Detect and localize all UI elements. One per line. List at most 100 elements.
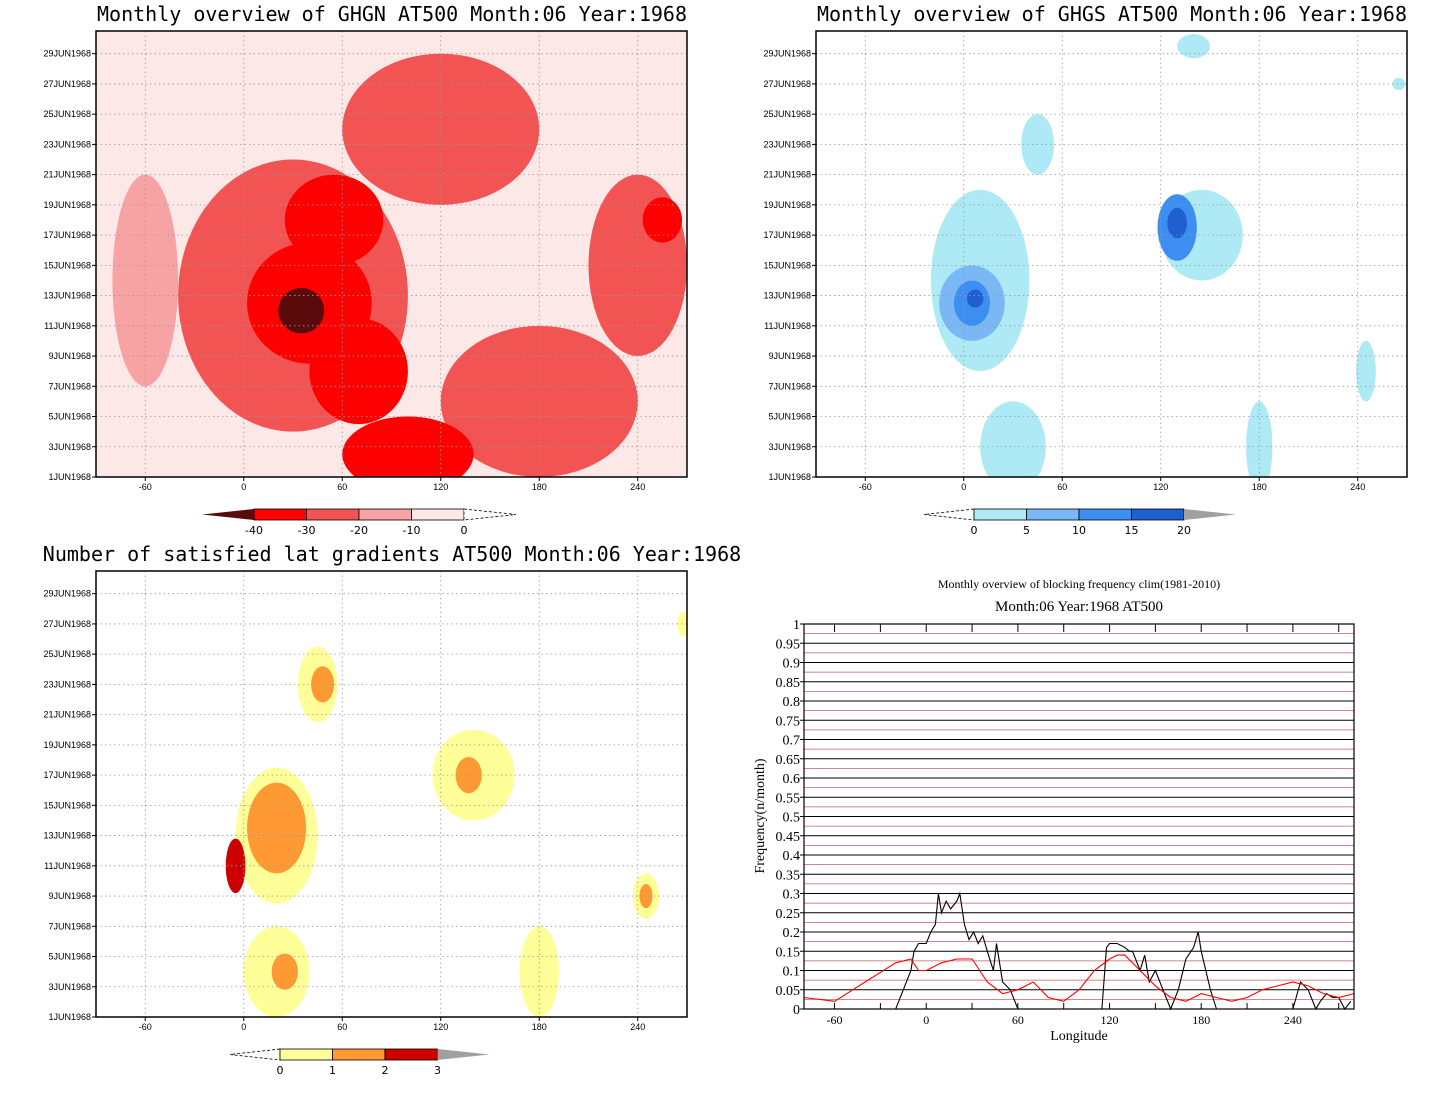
ghgn-colorbar-label: -40 [245,524,263,537]
ghgn-contour-blob [112,174,179,387]
ghgs-ytick-label: 7JUN1968 [768,381,811,391]
ghgn-colorbar-segment [411,508,465,521]
ghgs-ytick-label: 27JUN1968 [763,79,811,89]
ghgs-contour-blob [1246,401,1273,477]
ghgs-ytick-label: 21JUN1968 [763,170,811,180]
ghgs-ytick-label: 11JUN1968 [764,321,811,331]
ghgs-contour-blob [967,289,984,308]
grad-xtick-label: 60 [337,1022,347,1032]
panel-grad: Number of satisfied lat gradients AT500 … [43,542,741,1077]
grad-xtick-label: 120 [433,1022,448,1032]
ghgs-ytick-label: 23JUN1968 [763,139,811,149]
grad-colorbar-label: 2 [382,1064,389,1077]
panel-ghgn: Monthly overview of GHGN AT500 Month:06 … [43,2,688,537]
ghgs-title: Monthly overview of GHGS AT500 Month:06 … [817,2,1407,26]
ghgs-xtick-label: -60 [859,482,872,492]
ghgn-ytick-label: 1JUN1968 [48,472,91,482]
grad-ytick-label: 21JUN1968 [43,710,91,720]
ghgn-ytick-label: 27JUN1968 [43,79,91,89]
ghgs-colorbar-segment [1078,508,1132,521]
freq-x-axis: -60 0 60 120 180 240 [827,624,1340,1027]
ghgs-xtick-label: 0 [961,482,966,492]
grad-xtick-label: -60 [139,1022,152,1032]
freq-ytick-label: 0.9 [783,657,801,672]
panel-freq: Monthly overview of blocking frequency c… [753,577,1355,1044]
ghgn-ytick-label: 5JUN1968 [48,412,91,422]
ghgn-contour-blob [642,197,683,243]
ghgn-xtick-label: 180 [532,482,547,492]
freq-ytick-label: 0.3 [783,888,801,903]
ghgs-ytick-label: 19JUN1968 [763,200,811,210]
grad-ytick-label: 1JUN1968 [48,1012,91,1022]
grad-x-axis: -60 0 60 120 180 240 [139,1017,645,1032]
grad-colorbar-segment [384,1048,438,1061]
ghgs-colorbar-end [923,508,975,521]
grad-ytick-label: 13JUN1968 [43,831,91,841]
freq-ytick-label: 0.6 [783,772,801,787]
ghgs-ytick-label: 29JUN1968 [763,49,811,59]
ghgn-ytick-label: 15JUN1968 [43,260,91,270]
ghgn-colorbar-end [463,508,517,521]
ghgn-colorbar-label: -10 [403,524,421,537]
ghgn-ytick-label: 11JUN1968 [44,321,91,331]
ghgn-xtick-label: 0 [241,482,246,492]
freq-xtick-label: -60 [827,1013,843,1027]
grad-xtick-label: 180 [532,1022,547,1032]
panel-ghgs: Monthly overview of GHGS AT500 Month:06 … [763,2,1408,537]
ghgn-ytick-label: 3JUN1968 [48,442,91,452]
grad-contours [225,611,687,1017]
ghgn-colorbar-segment [306,508,360,521]
freq-series-climatology [803,954,1355,1002]
grad-colorbar-end [229,1048,281,1061]
ghgn-contour-blob [284,174,384,266]
freq-ytick-label: 0.25 [776,907,801,922]
grad-colorbar: 0 1 2 3 [229,1048,490,1077]
freq-ytick-label: 1 [793,618,800,633]
grad-contour-blob [311,666,335,703]
grad-ytick-label: 9JUN1968 [48,891,91,901]
ghgs-colorbar-label: 0 [971,524,978,537]
ghgs-contour-blob [1177,34,1211,59]
freq-ytick-label: 0.85 [776,676,801,691]
ghgn-contour-blob [278,288,325,334]
ghgn-colorbar: -40 -30 -20 -10 0 [202,508,517,537]
ghgs-colorbar-label: 10 [1072,524,1086,537]
ghgn-ytick-label: 17JUN1968 [43,230,91,240]
grad-ytick-label: 27JUN1968 [43,619,91,629]
ghgn-contour-blob [342,53,540,205]
ghgn-colorbar-end [202,509,254,520]
ghgn-contour-blob [342,416,474,477]
ghgs-colorbar-label: 20 [1177,524,1191,537]
grad-y-axis: 1JUN1968 3JUN1968 5JUN1968 7JUN1968 9JUN1968… [43,589,96,1022]
ghgs-ytick-label: 25JUN1968 [763,109,811,119]
ghgn-ytick-label: 9JUN1968 [48,351,91,361]
freq-ytick-label: 0.65 [776,753,801,768]
freq-xtick-label: 180 [1192,1013,1210,1027]
freq-title: Monthly overview of blocking frequency c… [938,577,1220,591]
grad-xtick-label: 0 [241,1022,246,1032]
freq-y-axis: 0 0.05 0.1 0.15 0.2 0.25 0.3 0.35 0.4 0.45 0.5 0.55… [776,618,804,1018]
ghgs-colorbar-label: 15 [1125,524,1139,537]
ghgn-title: Monthly overview of GHGN AT500 Month:06 … [97,2,687,26]
ghgs-ytick-label: 9JUN1968 [768,351,811,361]
ghgn-colorbar-label: -30 [298,524,316,537]
ghgn-contour-blob [309,318,408,425]
freq-ytick-label: 0.15 [776,945,801,960]
grad-ytick-label: 19JUN1968 [43,740,91,750]
freq-ytick-label: 0.45 [776,830,801,845]
grad-ytick-label: 17JUN1968 [43,770,91,780]
ghgs-xtick-label: 60 [1057,482,1067,492]
freq-ytick-label: 0.1 [783,965,801,980]
ghgn-colorbar-label: 0 [461,524,468,537]
freq-ytick-label: 0 [793,1003,800,1018]
grad-title: Number of satisfied lat gradients AT500 … [43,542,741,566]
freq-ytick-label: 0.4 [783,849,801,864]
ghgs-xtick-label: 240 [1350,482,1365,492]
ghgs-ytick-label: 5JUN1968 [768,412,811,422]
grad-xtick-label: 240 [630,1022,645,1032]
ghgn-xtick-label: 60 [337,482,347,492]
freq-ytick-label: 0.7 [783,734,801,749]
ghgn-ytick-label: 25JUN1968 [43,109,91,119]
ghgs-x-axis: -60 0 60 120 180 240 [859,477,1365,492]
ghgs-plot-frame [815,30,1408,478]
